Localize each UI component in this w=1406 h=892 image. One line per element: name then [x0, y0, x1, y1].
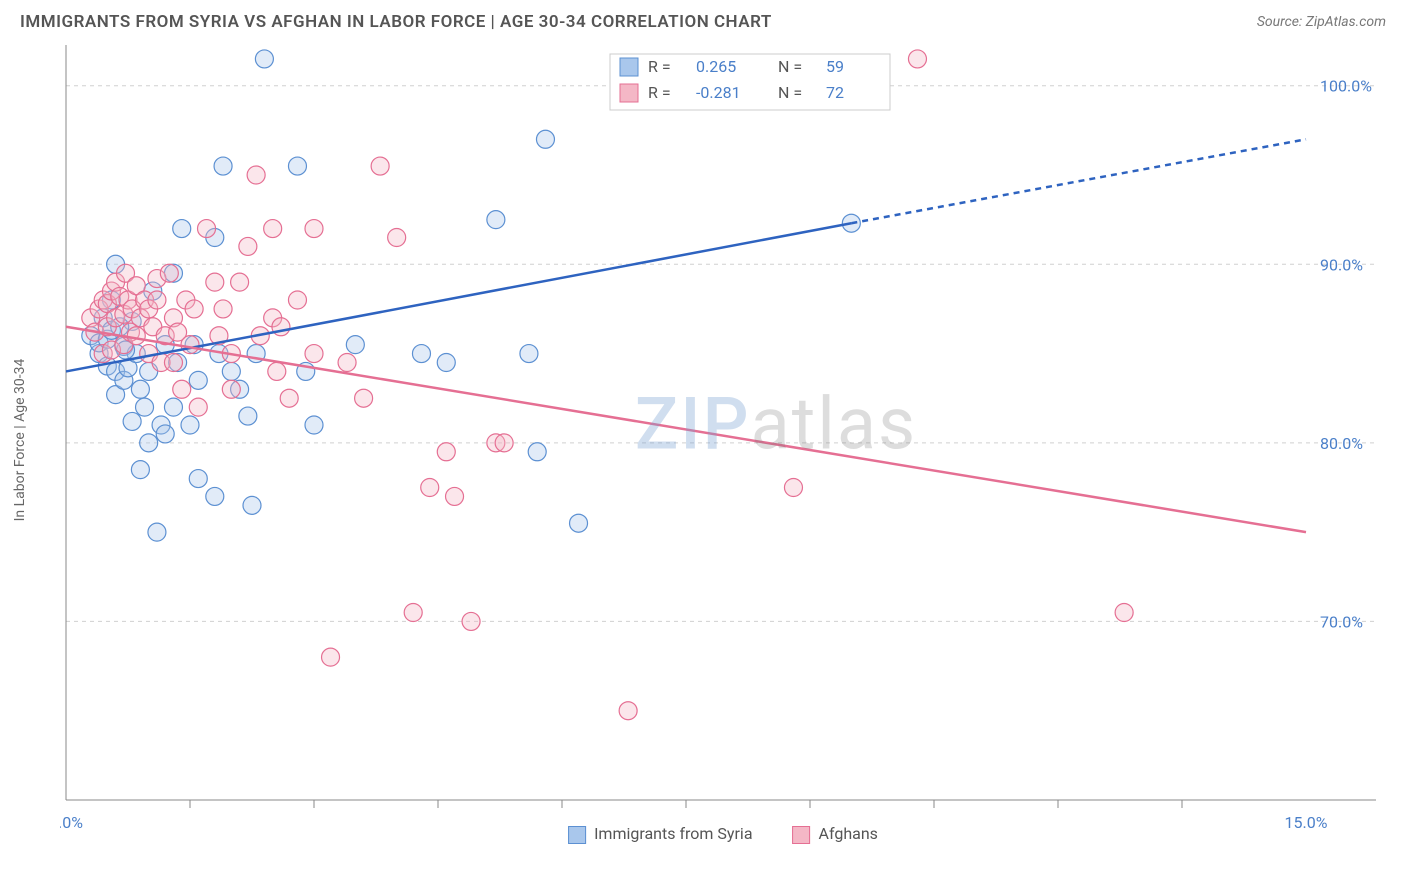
- data-point: [264, 220, 282, 238]
- data-point: [268, 362, 286, 380]
- data-point: [239, 407, 257, 425]
- data-point: [446, 487, 464, 505]
- data-point: [140, 434, 158, 452]
- legend-swatch: [568, 826, 586, 844]
- data-point: [148, 523, 166, 541]
- data-point: [404, 604, 422, 622]
- data-point: [164, 354, 182, 372]
- legend-text: 59: [826, 57, 844, 76]
- x-tick-label: 15.0%: [1285, 813, 1328, 832]
- data-point: [388, 229, 406, 247]
- data-point: [173, 220, 191, 238]
- data-point: [156, 425, 174, 443]
- data-point: [243, 496, 261, 514]
- data-point: [495, 434, 513, 452]
- data-point: [305, 416, 323, 434]
- legend-text: 72: [826, 83, 844, 102]
- legend-text: R =: [648, 83, 671, 102]
- data-point: [338, 354, 356, 372]
- data-point: [181, 336, 199, 354]
- data-point: [189, 470, 207, 488]
- data-point: [247, 166, 265, 184]
- data-point: [280, 389, 298, 407]
- data-point: [784, 479, 802, 497]
- data-point: [412, 345, 430, 363]
- source-label: Source: ZipAtlas.com: [1257, 14, 1386, 30]
- data-point: [1115, 604, 1133, 622]
- legend-swatch: [620, 84, 638, 102]
- data-point: [231, 273, 249, 291]
- data-point: [908, 50, 926, 68]
- title-bar: IMMIGRANTS FROM SYRIA VS AFGHAN IN LABOR…: [0, 0, 1406, 40]
- data-point: [127, 327, 145, 345]
- legend-text: 0.265: [696, 57, 736, 76]
- data-point: [288, 291, 306, 309]
- data-point: [198, 220, 216, 238]
- data-point: [185, 300, 203, 318]
- data-point: [288, 157, 306, 175]
- data-point: [421, 479, 439, 497]
- legend-swatch: [793, 826, 811, 844]
- y-axis-label: In Labor Force | Age 30-34: [12, 359, 28, 522]
- data-point: [570, 514, 588, 532]
- data-point: [136, 398, 154, 416]
- data-point: [462, 612, 480, 630]
- y-tick-label: 80.0%: [1320, 434, 1363, 453]
- legend-text: R =: [648, 57, 671, 76]
- data-point: [371, 157, 389, 175]
- data-point: [305, 220, 323, 238]
- data-point: [206, 487, 224, 505]
- data-point: [222, 362, 240, 380]
- trend-line-extrapolated: [851, 139, 1306, 223]
- data-point: [305, 345, 323, 363]
- data-point: [437, 354, 455, 372]
- data-point: [222, 380, 240, 398]
- data-point: [173, 380, 191, 398]
- data-point: [520, 345, 538, 363]
- legend-item: Immigrants from Syria: [568, 824, 752, 844]
- data-point: [239, 237, 257, 255]
- chart-title: IMMIGRANTS FROM SYRIA VS AFGHAN IN LABOR…: [20, 12, 772, 32]
- x-tick-label: 0.0%: [60, 813, 83, 832]
- data-point: [619, 702, 637, 720]
- series-legend: Immigrants from Syria Afghans: [568, 824, 878, 844]
- scatter-plot: 70.0% 80.0% 90.0% 100.0% 0.0% 15.0% R = 0.265 N…: [60, 40, 1386, 840]
- data-point: [131, 461, 149, 479]
- data-point: [214, 300, 232, 318]
- legend-swatch: [620, 58, 638, 76]
- chart-container: In Labor Force | Age 30-34 70.0%80.0%90.…: [60, 40, 1386, 840]
- data-point: [164, 398, 182, 416]
- data-point: [148, 291, 166, 309]
- data-point: [255, 50, 273, 68]
- data-point: [536, 130, 554, 148]
- data-point: [160, 264, 178, 282]
- data-point: [181, 416, 199, 434]
- data-point: [123, 412, 141, 430]
- data-point: [189, 371, 207, 389]
- y-tick-label: 70.0%: [1320, 612, 1363, 631]
- data-point: [487, 211, 505, 229]
- legend-text: N =: [778, 83, 802, 102]
- data-point: [322, 648, 340, 666]
- legend-item: Afghans: [793, 824, 878, 844]
- data-point: [189, 398, 207, 416]
- y-tick-label: 90.0%: [1320, 255, 1363, 274]
- legend-text: N =: [778, 57, 802, 76]
- data-point: [131, 380, 149, 398]
- data-point: [355, 389, 373, 407]
- data-point: [206, 273, 224, 291]
- legend-text: -0.281: [696, 83, 741, 102]
- data-point: [437, 443, 455, 461]
- data-point: [528, 443, 546, 461]
- data-point: [346, 336, 364, 354]
- y-tick-label: 100.0%: [1320, 77, 1372, 96]
- data-point: [214, 157, 232, 175]
